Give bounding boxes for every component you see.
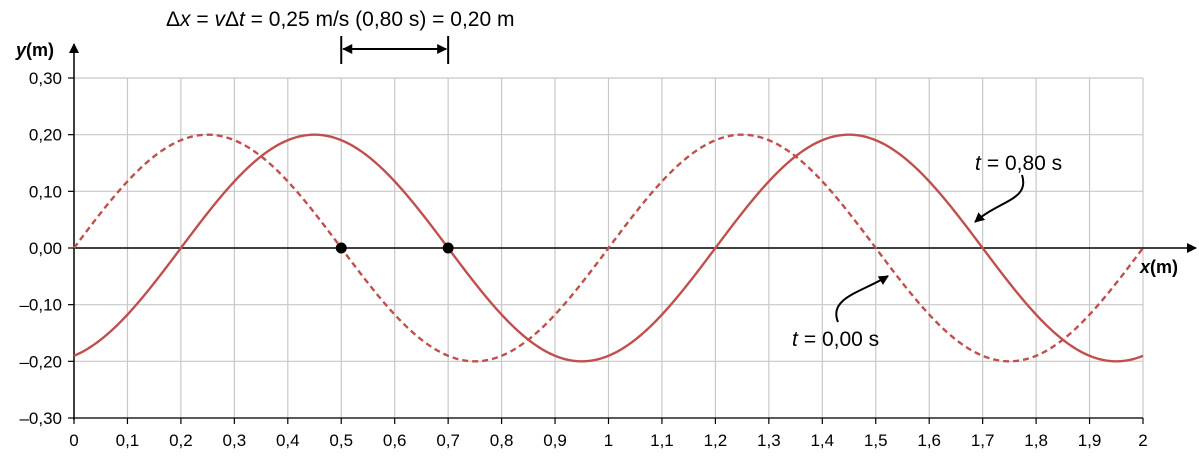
y-tick-label: 0,30 (29, 69, 62, 88)
y-axis-label: y(m) (15, 40, 54, 60)
label-t-0-00: t = 0,00 s (792, 328, 879, 351)
series-t-0-00-curve (73, 133, 1144, 363)
x-tick-label: 0,8 (490, 431, 514, 450)
marked-points (335, 242, 454, 254)
x-tick-label: 2 (1138, 431, 1147, 450)
tick-labels: 0 0,1 0,2 0,3 0,4 0,5 0,6 0,7 0,8 0,9 1 1,1 1,2 1,3 1,… (19, 69, 1147, 450)
series (73, 133, 1144, 363)
x-tick-label: 0,5 (329, 431, 353, 450)
x-tick-label: 0,4 (276, 431, 300, 450)
x-tick-label: 0,9 (543, 431, 567, 450)
x-tick-label: 1,5 (864, 431, 888, 450)
x-tick-label: 0,7 (436, 431, 460, 450)
pointer-arrow-t-0-80 (974, 174, 1025, 223)
x-axis-label: x(m) (1139, 257, 1178, 277)
x-tick-label: 0 (69, 431, 78, 450)
y-tick-label: –0,30 (19, 409, 62, 428)
series-t-0-80-curve (73, 133, 1144, 363)
x-tick-label: 1,2 (704, 431, 728, 450)
x-tick-label: 0,2 (169, 431, 193, 450)
label-t-0-80: t = 0,80 s (975, 152, 1062, 175)
x-tick-label: 1,1 (650, 431, 674, 450)
axes (69, 43, 1197, 420)
x-tick-label: 1 (604, 431, 613, 450)
y-tick-label: 0,00 (29, 239, 62, 258)
x-tick-label: 0,3 (223, 431, 247, 450)
x-tick-label: 1,3 (757, 431, 781, 450)
x-tick-label: 0,6 (383, 431, 407, 450)
marked-point (335, 242, 347, 254)
displacement-bracket (340, 36, 450, 64)
marked-point (442, 242, 454, 254)
pointer-arrow-t-0-00 (835, 275, 889, 323)
x-tick-label: 1,4 (810, 431, 834, 450)
x-tick-label: 1,6 (917, 431, 941, 450)
x-tick-label: 1,9 (1078, 431, 1102, 450)
x-tick-label: 1,8 (1024, 431, 1048, 450)
y-tick-label: 0,10 (29, 182, 62, 201)
y-tick-label: 0,20 (29, 126, 62, 145)
y-tick-label: –0,10 (19, 296, 62, 315)
y-tick-label: –0,20 (19, 352, 62, 371)
displacement-annotation: Δx = vΔt = 0,25 m/s (0,80 s) = 0,20 m (166, 8, 514, 31)
x-tick-label: 0,1 (116, 431, 140, 450)
x-tick-label: 1,7 (971, 431, 995, 450)
